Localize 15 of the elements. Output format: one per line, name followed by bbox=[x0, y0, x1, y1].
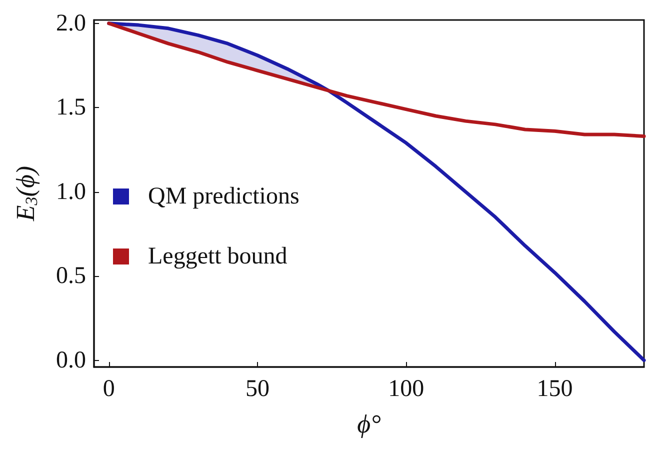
x-tick-label: 50 bbox=[246, 376, 270, 402]
y-tick-label: 0.5 bbox=[56, 263, 86, 290]
x-tick-label: 100 bbox=[388, 376, 424, 402]
y-tick-label: 1.0 bbox=[56, 178, 86, 205]
x-tick-label: 0 bbox=[102, 376, 115, 402]
line-series bbox=[107, 22, 646, 362]
line-series bbox=[107, 22, 646, 138]
legend-label: QM predictions bbox=[148, 184, 300, 210]
x-tick-label: 150 bbox=[536, 376, 573, 402]
legend-label: Leggett bound bbox=[148, 244, 288, 270]
y-tick-label: 0.0 bbox=[56, 347, 86, 374]
x-axis-title: ϕ° bbox=[357, 410, 381, 438]
y-tick-label: 1.5 bbox=[56, 94, 86, 121]
y-axis-title: E3(ϕ) bbox=[11, 166, 41, 222]
y-tick-label: 2.0 bbox=[56, 10, 86, 36]
